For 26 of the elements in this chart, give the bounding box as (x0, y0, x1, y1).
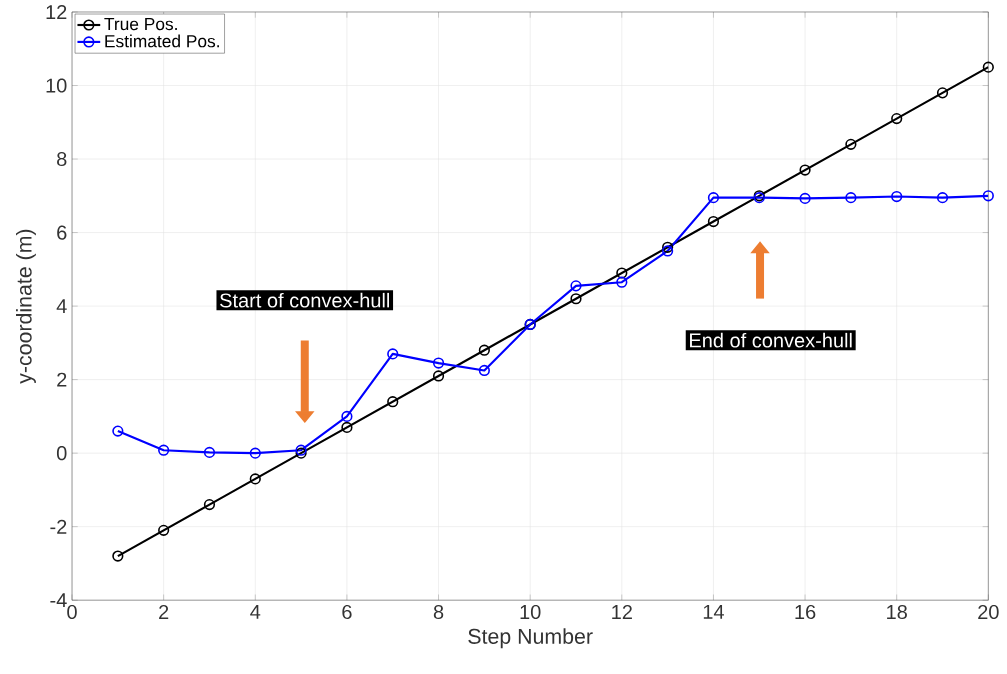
x-tick-label: 4 (250, 604, 261, 619)
y-tick-label: 0 (56, 445, 67, 461)
legend-label: Estimated Pos. (105, 34, 219, 48)
y-tick-label: 4 (56, 299, 67, 313)
x-tick-label: 14 (703, 604, 724, 619)
x-tick-label: 12 (612, 604, 632, 619)
x-tick-label: 18 (887, 604, 907, 619)
y-tick-label: 8 (57, 151, 67, 167)
x-tick-label: 2 (159, 604, 169, 619)
x-tick-label: 8 (433, 604, 444, 619)
x-axis-title: Step Number (468, 628, 593, 649)
y-tick-label: 6 (57, 225, 67, 240)
legend-label: True Pos. (104, 17, 177, 31)
y-tick-label: 10 (46, 78, 67, 93)
y-tick-label: -2 (50, 519, 67, 534)
y-tick-label: 12 (46, 4, 67, 19)
y-tick-label: -4 (50, 593, 67, 607)
x-tick-label: 10 (520, 604, 541, 619)
x-tick-label: 20 (978, 604, 999, 619)
x-tick-label: 16 (795, 604, 816, 619)
x-tick-label: 0 (67, 604, 77, 619)
y-tick-label: 2 (57, 372, 67, 387)
annotation: End of convex-hull (690, 332, 852, 348)
y-axis-title: y-coordinate (m) (16, 229, 36, 384)
annotation: Start of convex-hull (220, 292, 390, 308)
x-tick-label: 6 (342, 604, 352, 619)
